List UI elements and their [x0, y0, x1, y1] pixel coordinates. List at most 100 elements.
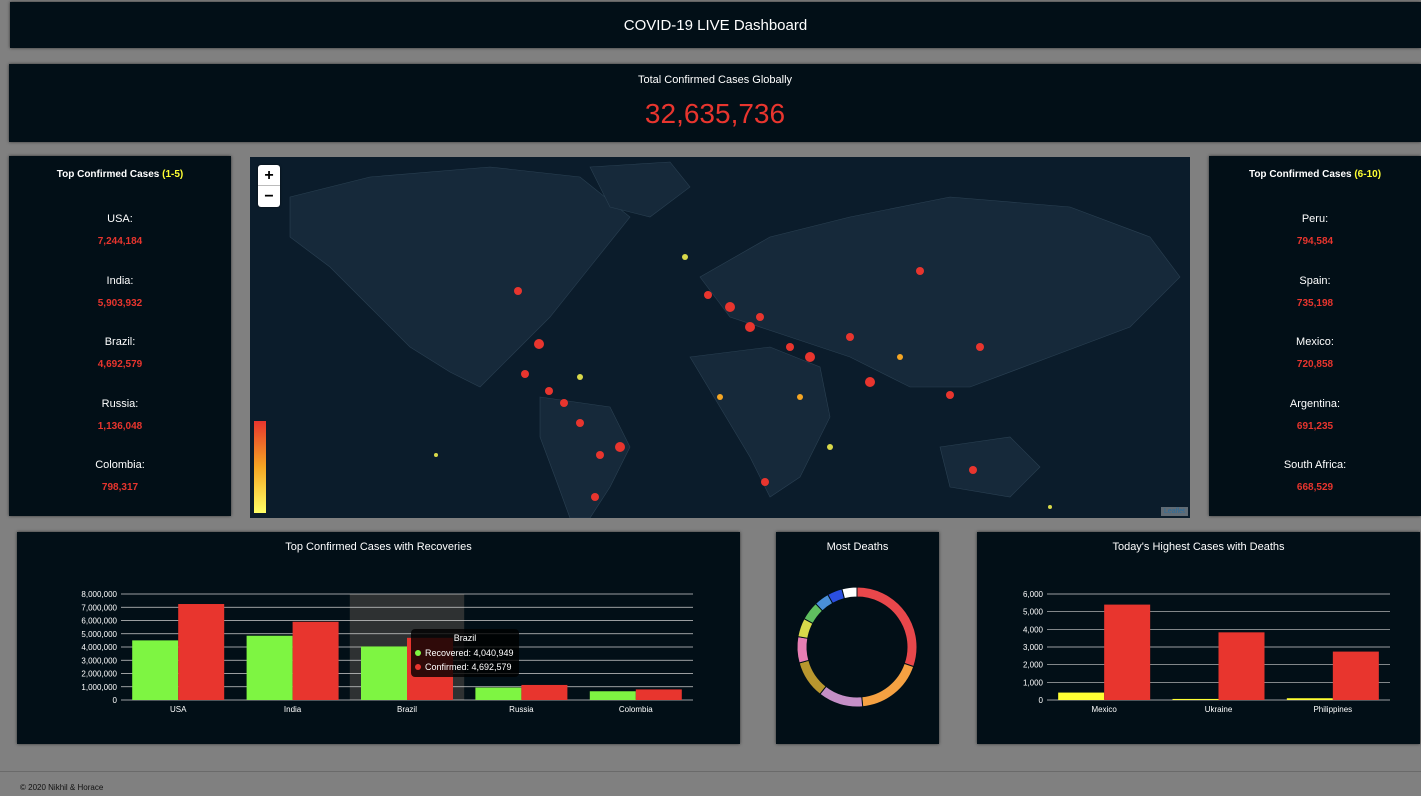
- bar-recovered[interactable]: [589, 691, 636, 700]
- country-name: USA:: [107, 213, 133, 225]
- y-tick-label: 3,000,000: [81, 656, 117, 665]
- case-marker: [976, 343, 984, 351]
- y-tick-label: 0: [113, 696, 118, 705]
- zoom-out-button[interactable]: −: [264, 188, 274, 205]
- case-marker: [916, 267, 924, 275]
- country-name: Colombia:: [95, 459, 145, 471]
- south-america-land: [539, 396, 631, 518]
- recoveries-bar-chart[interactable]: 0 1,000,000 2,000,000 3,000,000 4,000,000 5,0…: [17, 532, 740, 744]
- tooltip-swatch-confirmed: [415, 664, 421, 670]
- donut-slice[interactable]: [841, 586, 858, 600]
- recoveries-chart-title: Top Confirmed Cases with Recoveries: [285, 541, 472, 553]
- x-tick-label: Brazil: [397, 705, 417, 714]
- country-name: India:: [106, 274, 134, 287]
- x-tick-label: Ukraine: [1205, 705, 1233, 714]
- case-marker: [786, 343, 794, 351]
- bar-deaths[interactable]: [1058, 692, 1105, 700]
- left-panel-title: Top Confirmed Cases (1-5): [56, 169, 184, 180]
- tooltip-box: [411, 629, 519, 677]
- australia-land: [939, 436, 1041, 498]
- country-name: Spain:: [1299, 274, 1331, 287]
- x-tick-label: USA: [170, 705, 187, 714]
- country-name: Peru:: [1301, 213, 1329, 225]
- bar-confirmed[interactable]: [292, 621, 339, 700]
- zoom-in-button[interactable]: +: [258, 165, 280, 186]
- bar-confirmed[interactable]: [178, 604, 225, 700]
- map-attribution[interactable]: Leaflet: [1160, 507, 1188, 516]
- y-tick-label: 8,000,000: [81, 590, 117, 599]
- y-tick-label: 2,000,000: [81, 670, 117, 679]
- top-cases-right-panel: Top Confirmed Cases (6-10) Peru: 794,584 S…: [1209, 156, 1421, 516]
- case-marker: [577, 374, 583, 380]
- case-marker: [756, 313, 764, 321]
- x-tick-label: Colombia: [619, 705, 653, 714]
- donut-slice[interactable]: [798, 659, 827, 695]
- bar-cases[interactable]: [1332, 651, 1379, 700]
- case-marker: [514, 287, 522, 295]
- case-marker: [682, 254, 688, 260]
- case-marker: [576, 419, 584, 427]
- case-marker: [434, 453, 438, 457]
- bar-confirmed[interactable]: [521, 684, 568, 700]
- donut-slice[interactable]: [861, 662, 915, 708]
- most-deaths-title: Most Deaths: [826, 541, 889, 553]
- map-color-legend: [254, 421, 266, 513]
- donut-slice[interactable]: [796, 636, 810, 664]
- country-name: Brazil:: [104, 336, 136, 348]
- bar-recovered[interactable]: [132, 640, 179, 700]
- y-tick-label: 1,000: [1023, 678, 1044, 687]
- case-marker: [545, 387, 553, 395]
- map-canvas: [289, 161, 1181, 518]
- copyright-text: © 2020 Nikhil & Horace: [20, 783, 104, 792]
- case-marker: [521, 370, 529, 378]
- today-cases-bar-chart[interactable]: 0 1,000 2,000 3,000 4,000 5,000 6,000 Mexico Ukr…: [977, 532, 1420, 744]
- case-marker: [1048, 505, 1052, 509]
- recoveries-chart-panel: Top Confirmed Cases with Recoveries 0 1,0…: [17, 532, 740, 744]
- today-cases-panel: Today's Highest Cases with Deaths 0 1,000…: [977, 532, 1420, 744]
- tooltip-title: Brazil: [454, 633, 477, 643]
- bar-recovered[interactable]: [361, 646, 407, 700]
- country-name: South Africa:: [1283, 459, 1347, 471]
- bar-confirmed[interactable]: [635, 689, 682, 700]
- donut-slice[interactable]: [819, 685, 864, 708]
- bar-cases[interactable]: [1104, 604, 1151, 700]
- greenland-land: [589, 161, 691, 218]
- bar-recovered[interactable]: [475, 687, 522, 700]
- donut-slice[interactable]: [856, 586, 918, 668]
- case-marker: [560, 399, 568, 407]
- eurasia-land: [699, 196, 1181, 388]
- bar-cases[interactable]: [1218, 632, 1265, 700]
- case-marker: [827, 444, 833, 450]
- country-cases-value: 735,198: [1296, 297, 1334, 309]
- y-tick-label: 3,000: [1023, 643, 1044, 652]
- country-cases-value: 668,529: [1296, 482, 1334, 493]
- page-title: COVID-19 LIVE Dashboard: [623, 16, 808, 34]
- total-cases-label: Total Confirmed Cases Globally: [637, 74, 793, 86]
- y-tick-label: 0: [1039, 696, 1044, 705]
- tooltip-swatch-recovered: [415, 650, 421, 656]
- case-marker: [717, 394, 723, 400]
- tooltip-line-recovered: Recovered: 4,040,949: [425, 648, 514, 658]
- x-tick-label: India: [284, 705, 302, 714]
- case-marker: [797, 394, 803, 400]
- country-cases-value: 691,235: [1296, 420, 1334, 432]
- right-panel-title: Top Confirmed Cases (6-10): [1248, 169, 1382, 180]
- dashboard-header: COVID-19 LIVE Dashboard: [10, 2, 1421, 48]
- map-case-markers: [434, 254, 1052, 509]
- footer: © 2020 Nikhil & Horace: [0, 771, 1421, 796]
- country-cases-value: 798,317: [101, 482, 139, 493]
- bar-deaths[interactable]: [1286, 698, 1333, 700]
- country-cases-value: 794,584: [1296, 236, 1334, 247]
- most-deaths-donut-chart[interactable]: [776, 532, 939, 744]
- country-cases-value: 720,858: [1296, 359, 1334, 370]
- most-deaths-panel: Most Deaths: [776, 532, 939, 744]
- case-marker: [591, 493, 599, 501]
- country-cases-value: 1,136,048: [97, 420, 143, 432]
- y-tick-label: 7,000,000: [81, 603, 117, 612]
- case-marker: [534, 339, 544, 349]
- total-cases-panel: Total Confirmed Cases Globally 32,635,73…: [9, 64, 1421, 142]
- bar-deaths[interactable]: [1172, 698, 1219, 700]
- bar-recovered[interactable]: [246, 635, 293, 700]
- north-america-land: [289, 166, 631, 388]
- world-map[interactable]: + − Leaflet: [250, 157, 1190, 518]
